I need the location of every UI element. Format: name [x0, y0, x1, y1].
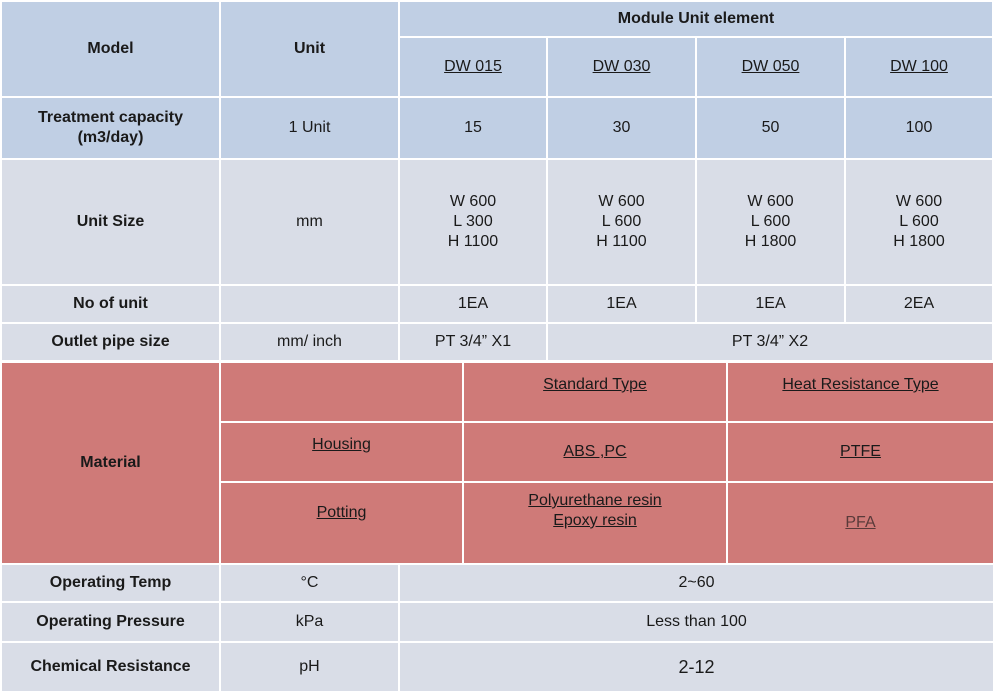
potting-standard: Polyurethane resin Epoxy resin [462, 481, 728, 565]
operating-pressure-label: Operating Pressure [0, 601, 221, 643]
housing-label: Housing [219, 421, 464, 483]
operating-temp-value: 2~60 [398, 563, 993, 603]
potting-heat: PFA [726, 481, 993, 565]
no-of-unit-unit [219, 284, 400, 324]
header-model: Model [0, 0, 221, 98]
unit-size-value: W 600 L 300 H 1100 [398, 158, 548, 286]
treatment-label: Treatment capacity (m3/day) [0, 96, 221, 160]
treatment-value: 15 [398, 96, 548, 160]
unit-size-value: W 600 L 600 H 1800 [695, 158, 846, 286]
operating-temp-label: Operating Temp [0, 563, 221, 603]
no-of-unit-value: 1EA [546, 284, 697, 324]
chemical-resistance-unit: pH [219, 641, 400, 693]
outlet-label: Outlet pipe size [0, 322, 221, 362]
material-heat-type: Heat Resistance Type [726, 361, 993, 423]
header-model-dw050: DW 050 [695, 36, 846, 98]
outlet-unit: mm/ inch [219, 322, 400, 362]
chemical-resistance-value: 2-12 [398, 641, 993, 693]
housing-heat: PTFE [726, 421, 993, 483]
operating-pressure-unit: kPa [219, 601, 400, 643]
operating-pressure-value: Less than 100 [398, 601, 993, 643]
unit-size-value: W 600 L 600 H 1100 [546, 158, 697, 286]
unit-size-unit: mm [219, 158, 400, 286]
no-of-unit-value: 2EA [843, 284, 993, 324]
header-unit: Unit [219, 0, 400, 98]
treatment-value: 30 [546, 96, 697, 160]
material-label: Material [0, 361, 221, 565]
chemical-resistance-label: Chemical Resistance [0, 641, 221, 693]
no-of-unit-value: 1EA [398, 284, 548, 324]
material-standard-type: Standard Type [462, 361, 728, 423]
header-model-dw100: DW 100 [843, 36, 993, 98]
header-model-dw015: DW 015 [398, 36, 548, 98]
material-table: Material Standard Type Heat Resistance T… [0, 361, 993, 565]
treatment-value: 50 [695, 96, 846, 160]
spec-table-top: Model Unit Module Unit element DW 015 DW… [0, 0, 993, 362]
potting-label: Potting [219, 481, 464, 565]
header-module-group: Module Unit element [397, 0, 993, 38]
header-model-dw030: DW 030 [546, 36, 697, 98]
unit-size-value: W 600 L 600 H 1800 [843, 158, 993, 286]
treatment-unit: 1 Unit [219, 96, 400, 160]
housing-standard: ABS ,PC [462, 421, 728, 483]
no-of-unit-value: 1EA [695, 284, 846, 324]
outlet-value-rest: PT 3/4” X2 [545, 322, 993, 362]
treatment-value: 100 [843, 96, 993, 160]
outlet-value-first: PT 3/4” X1 [398, 322, 548, 362]
spec-table-bottom: Operating Temp °C 2~60 Operating Pressur… [0, 563, 993, 693]
material-blank-cell [219, 361, 464, 423]
no-of-unit-label: No of unit [0, 284, 221, 324]
operating-temp-unit: °C [219, 563, 400, 603]
unit-size-label: Unit Size [0, 158, 221, 286]
